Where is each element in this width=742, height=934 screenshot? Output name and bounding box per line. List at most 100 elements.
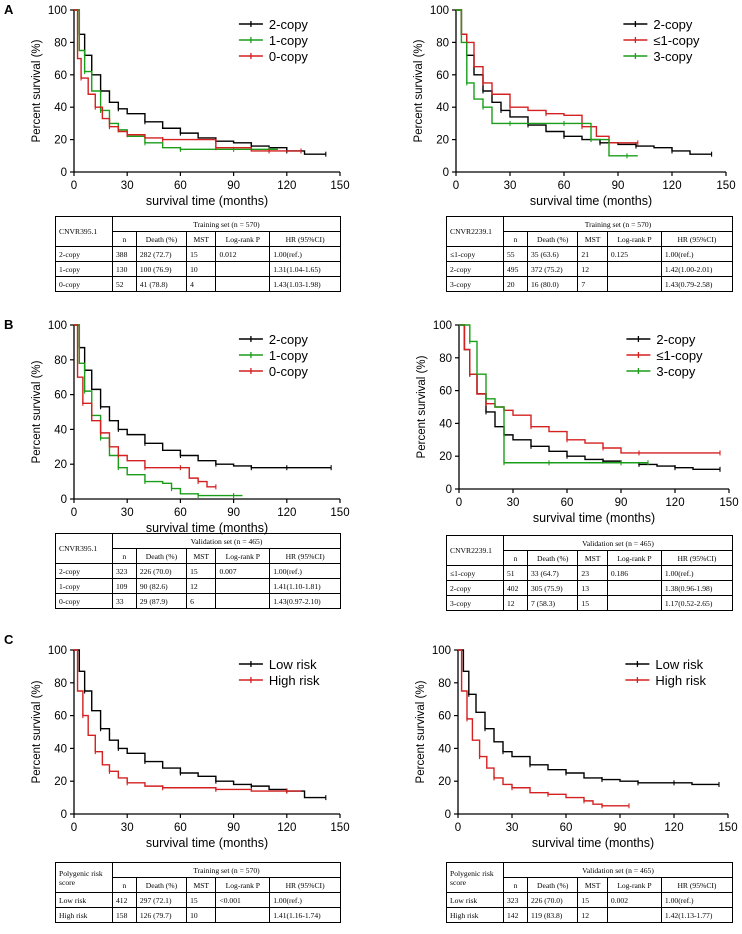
table-row-label: 3-copy [446,276,504,292]
table-column-header: Death (%) [135,548,188,564]
table-row-label: 0-copy [55,276,113,292]
x-tick-label: 90 [227,507,240,519]
table-column-header: HR (95%CI) [660,550,734,566]
y-tick-label: 0 [61,494,67,506]
table-cell: 10 [186,261,217,277]
km-chart-c-left: 0 20 40 60 80 100 0 30 60 90 120 150 survival time (… [31,645,350,850]
table-row: ≤1-copy 55 35 (63.6) 21 0.125 1.00(ref.) [446,246,734,262]
table-row-label: 2-copy [446,261,504,277]
series-line-3 [74,9,301,152]
table-cell: 13 [577,580,608,596]
table-cell: 226 (70.0) [526,892,579,908]
table-row: Low risk 323 226 (70.0) 15 0.002 1.00(ref.) [446,892,734,908]
table-column-header: HR (95%CI) [269,548,341,564]
km-chart-a-left: 0 20 40 60 80 100 0 30 60 90 120 150 survival time (… [31,5,350,208]
table-cell: 305 (75.9) [526,580,579,596]
table-cell: 52 [112,276,137,292]
table-cell: 15 [577,892,608,908]
table-cell: 15 [186,892,217,908]
x-tick-label: 90 [615,497,628,509]
table-cell: 1.41(1.16-1.74) [269,907,341,923]
results-table-a-left: CNVR395.1 Training set (n = 570) n Death (%… [55,216,341,292]
table-row: 1-copy 109 90 (82.6) 12 1.41(1.10-1.81) [55,578,341,594]
series-line-2 [74,9,278,151]
table-cell: 1.38(0.96-1.98) [660,580,734,596]
y-tick-label: 40 [54,743,67,755]
table-column-header: Death (%) [135,231,188,247]
table-cell: 41 (78.8) [135,276,188,292]
y-tick-label: 80 [439,353,452,365]
table-cell: 282 (72.7) [135,246,188,262]
y-axis-label: Percent survival (%) [416,355,428,458]
y-tick-label: 80 [54,678,67,690]
x-tick-label: 60 [174,507,187,519]
panel-letter-b: B [4,317,14,332]
series-line-1 [456,9,712,155]
x-tick-label: 60 [558,180,571,192]
table-cell: 1.31(1.04-1.65) [269,261,341,277]
x-tick-label: 0 [455,822,461,834]
table-rowname-header: CNVR395.1 [55,533,113,564]
table-cell: 12 [503,595,528,611]
y-tick-label: 60 [54,711,67,723]
y-axis-label: Percent survival (%) [31,680,43,783]
x-tick-label: 0 [453,180,459,192]
table-cell: 100 (76.9) [135,261,188,277]
table-row: 2-copy 402 305 (75.9) 13 1.38(0.96-1.98) [446,580,734,596]
table-cell: 1.00(ref.) [660,246,734,262]
table-row: 2-copy 323 226 (70.0) 15 0.007 1.00(ref.) [55,563,341,579]
x-tick-label: 120 [277,822,296,834]
x-tick-label: 0 [456,497,462,509]
table-cell: 1.42(1.00-2.01) [660,261,734,277]
y-tick-label: 0 [61,167,67,179]
series-line-2 [458,649,629,807]
table-cell: 0.125 [606,246,662,262]
x-tick-label: 90 [227,822,240,834]
x-tick-label: 120 [662,180,681,192]
series-line-1 [74,649,326,799]
table-cell: 0.012 [215,246,271,262]
table-column-header: HR (95%CI) [660,877,734,893]
table-cell: 35 (63.6) [526,246,579,262]
results-table-c-left: Polygenic risk score Training set (n = 57… [55,862,341,923]
table-set-title: Validation set (n = 465) [112,533,341,549]
series-line-2 [459,324,720,454]
table-column-header: Death (%) [526,550,579,566]
table-cell: 12 [186,578,217,594]
panel-letter-c: C [4,632,14,647]
x-tick-label: 120 [277,507,296,519]
table-column-header: Log-rank P [215,548,271,564]
table-row-label: ≤1-copy [446,246,504,262]
x-tick-label: 150 [716,180,735,192]
y-axis-label: Percent survival (%) [31,39,43,142]
results-table-a-right: CNVR2239.1 Training set (n = 570) n Death (… [446,216,734,292]
table-row: High risk 158 126 (79.7) 10 1.41(1.16-1.74) [55,907,341,923]
table-row-label: High risk [55,907,113,923]
table-row: High risk 142 119 (83.8) 12 1.42(1.13-1.77) [446,907,734,923]
results-table-b-right: CNVR2239.1 Validation set (n = 465) n Death… [446,535,734,611]
x-tick-label: 150 [718,822,737,834]
y-tick-label: 100 [48,645,67,657]
table-cell [606,276,662,292]
y-tick-label: 20 [436,135,449,147]
x-tick-label: 60 [561,497,574,509]
table-rowname-header: CNVR2239.1 [446,216,504,247]
table-column-header: Log-rank P [215,231,271,247]
table-cell: 1.43(1.03-1.98) [269,276,341,292]
km-chart-a-right: 0 20 40 60 80 100 0 30 60 90 120 150 survival time (… [413,5,736,208]
table-cell: 119 (83.8) [526,907,579,923]
x-axis-label: survival time (months) [533,511,655,525]
y-tick-label: 100 [48,320,67,332]
table-cell: 7 [577,276,608,292]
table-row-label: High risk [446,907,504,923]
x-axis-label: survival time (months) [530,194,652,208]
x-axis-label: survival time (months) [146,521,268,535]
table-column-header: Log-rank P [606,877,662,893]
x-tick-label: 30 [121,507,134,519]
table-row: 0-copy 52 41 (78.8) 4 1.43(1.03-1.98) [55,276,341,292]
legend-label: 0-copy [269,364,309,379]
table-cell: 0.002 [606,892,662,908]
table-column-header: HR (95%CI) [660,231,734,247]
table-row: 2-copy 495 372 (75.2) 12 1.42(1.00-2.01) [446,261,734,277]
table-cell: 495 [503,261,528,277]
